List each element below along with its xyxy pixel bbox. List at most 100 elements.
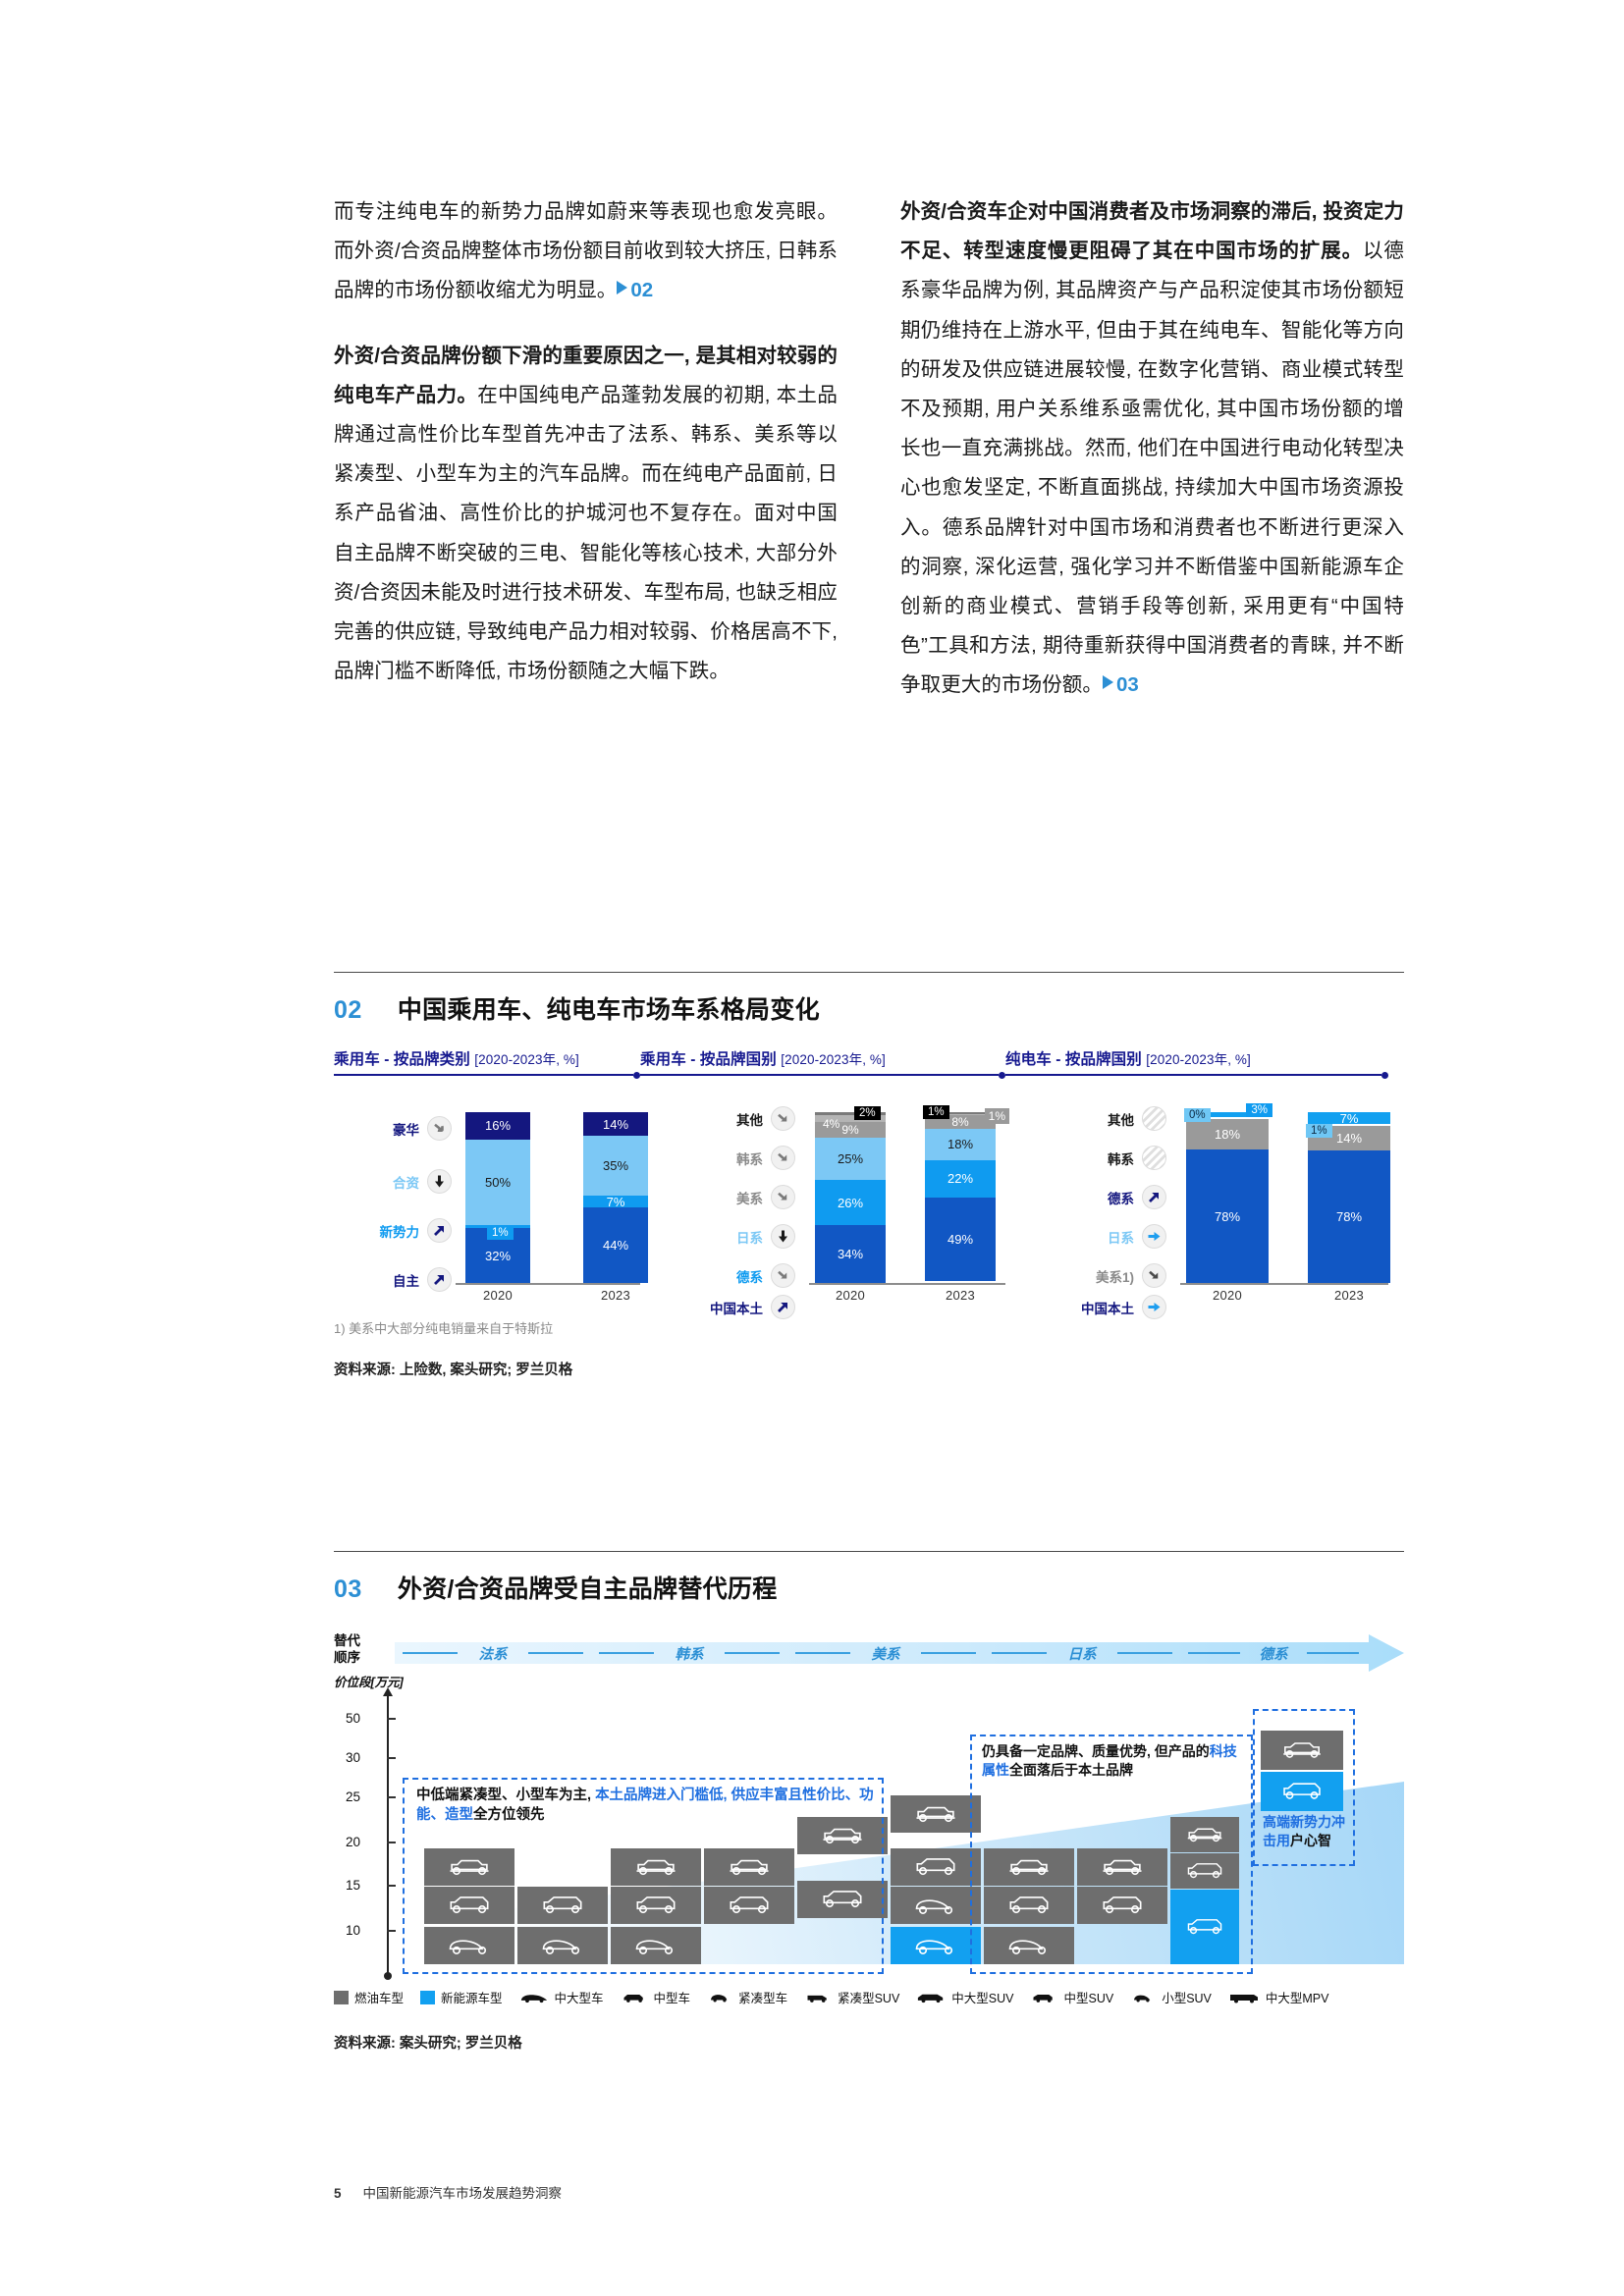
panel-2-underline xyxy=(640,1072,1005,1079)
panel-1-title-years: [2020-2023年, %] xyxy=(474,1052,579,1067)
panel-1-bars: 16% 50% 32% 1% 2020 14% 35% 7% 44% xyxy=(456,1095,648,1303)
exhibit-02-panels: 乘用车 - 按品牌类别 [2020-2023年, %] 豪华 合资 xyxy=(334,1047,1404,1319)
paragraph-2-lead: 外资/合资品牌份额下滑的重要原因之一, 是其相对较弱的纯电车产品力。 xyxy=(334,344,838,406)
legend-label: 韩系 xyxy=(1108,1151,1134,1167)
x-axis xyxy=(1180,1283,1388,1285)
page-footer: 5 中国新能源汽车市场发展趋势洞察 xyxy=(334,2182,562,2202)
panel-3-underline xyxy=(1005,1072,1388,1079)
timeline-seg-french: 法系 xyxy=(395,1634,591,1672)
legend-label: 合资 xyxy=(393,1175,419,1191)
car-cell xyxy=(424,1848,514,1886)
segment-label: 34% xyxy=(837,1246,864,1261)
sedan-large-icon xyxy=(520,1994,547,2002)
arrow-down-right-icon xyxy=(771,1146,795,1170)
car-cell xyxy=(891,1848,981,1886)
arrow-down-icon xyxy=(771,1224,795,1249)
y-tick-20: 20 xyxy=(346,1835,361,1849)
arrow-up-right-icon xyxy=(771,1295,795,1319)
y-tick-15: 15 xyxy=(346,1878,361,1893)
legend-item-sedan-mid: 中型车 xyxy=(621,1988,690,2006)
panel-1-plot: 豪华 合资 新势力 自主 xyxy=(334,1095,648,1303)
car-cell xyxy=(424,1887,514,1924)
legend-label: 燃油车型 xyxy=(354,1992,405,2005)
arrow-down-right-icon xyxy=(427,1116,452,1141)
triangle-icon xyxy=(1103,675,1113,690)
triangle-icon xyxy=(617,281,628,295)
car-cell xyxy=(984,1887,1074,1924)
legend-item-ice: 燃油车型 xyxy=(334,1988,404,2006)
paragraph-1: 而专注纯电车的新势力品牌如蔚来等表现也愈发亮眼。而外资/合资品牌整体市场份额目前… xyxy=(334,192,838,311)
swatch-nev-icon xyxy=(420,1990,436,2004)
footer-title: 中国新能源汽车市场发展趋势洞察 xyxy=(362,2186,563,2201)
legend-label: 紧凑型SUV xyxy=(838,1992,900,2005)
annotation-middle-part3: 全面落后于本土品牌 xyxy=(1009,1762,1133,1778)
annotation-left-part3: 全方位领先 xyxy=(473,1807,545,1823)
annotation-box-right xyxy=(1253,1709,1355,1866)
legend-label: 自主 xyxy=(393,1273,419,1289)
segment-label: 18% xyxy=(947,1137,974,1152)
legend-label: 日系 xyxy=(1108,1230,1134,1246)
x-label-2023: 2023 xyxy=(945,1288,976,1303)
segment-label: 16% xyxy=(484,1118,512,1134)
legend-label: 德系 xyxy=(736,1269,763,1285)
exhibit-02-rule xyxy=(334,972,1404,973)
arrow-down-right-icon xyxy=(771,1106,795,1131)
legend-label: 中大型MPV xyxy=(1265,1992,1329,2005)
exhibit-03-legend: 燃油车型 新能源车型 中大型车 中型车 紧凑型车 紧凑型SUV 中大型SUV 中… xyxy=(334,1988,1404,2006)
legend-item-new-forces: 新势力 xyxy=(379,1218,452,1243)
panel-3-title-years: [2020-2023年, %] xyxy=(1146,1052,1251,1067)
annotation-right-part2: 户心智 xyxy=(1290,1833,1331,1848)
x-label-2020: 2020 xyxy=(482,1288,514,1303)
legend-label: 新势力 xyxy=(379,1224,420,1240)
car-cell-nev xyxy=(1261,1772,1343,1811)
car-cell xyxy=(1170,1853,1239,1889)
legend-label: 中国本土 xyxy=(1081,1301,1134,1316)
right-column: 外资/合资车企对中国消费者及市场洞察的滞后, 投资定力不足、转型速度慢更阻碍了其… xyxy=(900,192,1404,706)
arrow-down-icon xyxy=(427,1169,452,1194)
page-number: 5 xyxy=(334,2186,342,2201)
arrow-down-right-icon xyxy=(1142,1263,1166,1288)
annotation-left-text: 中低端紧凑型、小型车为主, 本土品牌进入门槛低, 供应丰富且性价比、功能、造型全… xyxy=(416,1786,878,1825)
panel-3-legend: 其他 韩系 德系 日系 xyxy=(1041,1095,1166,1319)
annotation-box-middle xyxy=(970,1735,1253,1974)
panel-1-title: 乘用车 - 按品牌类别 [2020-2023年, %] xyxy=(334,1047,640,1069)
car-cell xyxy=(891,1887,981,1924)
segment-label: 7% xyxy=(606,1194,625,1209)
annotation-middle-part1: 仍具备一定品牌、质量优势, 但产品的 xyxy=(982,1743,1210,1759)
annotation-middle-text: 仍具备一定品牌、质量优势, 但产品的科技属性全面落后于本土品牌 xyxy=(982,1742,1245,1780)
legend-label: 日系 xyxy=(736,1230,763,1246)
paragraph-1-text: 而专注纯电车的新势力品牌如蔚来等表现也愈发亮眼。而外资/合资品牌整体市场份额目前… xyxy=(334,200,838,302)
legend-label: 中大型SUV xyxy=(951,1992,1014,2005)
paragraph-2-text: 在中国纯电产品蓬勃发展的初期, 本土品牌通过高性价比车型首先冲击了法系、韩系、美… xyxy=(334,383,838,683)
exhibit-ref-03[interactable]: 03 xyxy=(1103,673,1139,696)
segment-label-korean: 1% xyxy=(984,1108,1009,1124)
car-cell xyxy=(891,1795,981,1833)
panel-1-legend: 豪华 合资 新势力 自主 xyxy=(334,1095,452,1303)
left-column: 而专注纯电车的新势力品牌如蔚来等表现也愈发亮眼。而外资/合资品牌整体市场份额目前… xyxy=(334,192,838,706)
annotation-left-part2: 本土品牌进入门槛低, 供应丰富且性价比、功能、造型 xyxy=(416,1788,874,1823)
legend-item-korean: 韩系 xyxy=(736,1146,795,1170)
x-label-2023: 2023 xyxy=(600,1288,631,1303)
annotation-right-part1: 高端新势力冲击用 xyxy=(1263,1814,1345,1848)
exhibit-03-source: 资料来源: 案头研究; 罗兰贝格 xyxy=(334,2036,522,2052)
car-cell xyxy=(1077,1848,1167,1886)
exhibit-03-number: 03 xyxy=(334,1575,362,1603)
segment-label: 14% xyxy=(1335,1131,1363,1147)
car-cell xyxy=(424,1927,514,1964)
legend-item-korean: 韩系 xyxy=(1108,1146,1166,1170)
car-cell xyxy=(797,1817,888,1854)
legend-item-other: 其他 xyxy=(736,1106,795,1131)
segment-label: 22% xyxy=(947,1171,974,1187)
legend-item-mid-suv: 中型SUV xyxy=(1030,1988,1113,2006)
bar-2020: 16% 50% 32% 1% 2020 xyxy=(465,1112,530,1303)
body-columns: 而专注纯电车的新势力品牌如蔚来等表现也愈发亮眼。而外资/合资品牌整体市场份额目前… xyxy=(334,192,1404,706)
exhibit-ref-02[interactable]: 02 xyxy=(617,279,653,301)
timeline-seg-korean: 韩系 xyxy=(591,1634,787,1672)
paragraph-3-text: 以德系豪华品牌为例, 其品牌资产与产品积淀使其市场份额短期仍维持在上游水平, 但… xyxy=(900,240,1404,697)
panel-2-plot: 其他 韩系 美系 日系 xyxy=(640,1095,1009,1319)
compact-icon xyxy=(711,1994,728,2002)
segment-label: 35% xyxy=(602,1158,629,1174)
panel-passenger-by-brand-type: 乘用车 - 按品牌类别 [2020-2023年, %] 豪华 合资 xyxy=(334,1047,648,1303)
y-tick-25: 25 xyxy=(346,1789,361,1804)
panel-3-plot: 其他 韩系 德系 日系 xyxy=(1005,1095,1390,1319)
